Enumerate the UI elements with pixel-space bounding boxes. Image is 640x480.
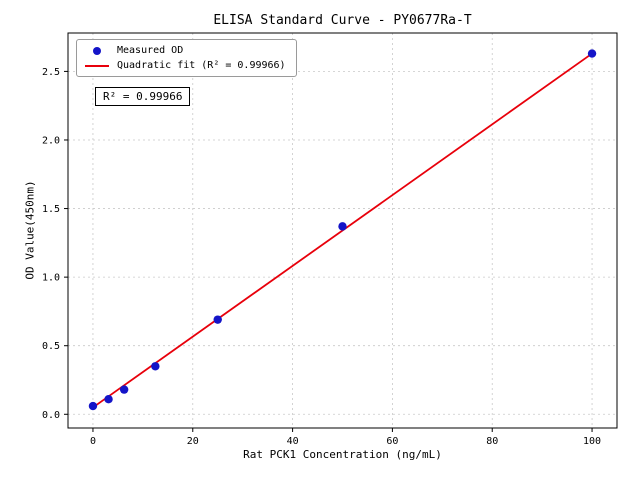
data-point: [104, 394, 113, 404]
data-point: [338, 222, 347, 231]
y-axis-label: OD Value(450nm): [23, 180, 37, 280]
data-point: [151, 362, 160, 371]
y-tick-label: 0.5: [42, 341, 60, 352]
data-point: [119, 385, 129, 394]
legend-label-quadratic-fit: Quadratic fit (R² = 0.99966): [117, 60, 286, 71]
y-tick-label: 2.0: [42, 135, 60, 146]
x-tick-label: 80: [486, 436, 498, 447]
legend: Measured OD Quadratic fit (R² = 0.99966): [76, 39, 297, 77]
x-tick-label: 100: [583, 436, 601, 447]
legend-item-measured-od: Measured OD: [85, 45, 286, 56]
x-tick-label: 20: [187, 436, 199, 447]
legend-marker-col: [85, 64, 109, 67]
x-tick-label: 0: [90, 436, 96, 447]
x-tick-label: 40: [287, 436, 299, 447]
line-marker-icon: [85, 64, 109, 67]
y-tick-label: 1.0: [42, 273, 60, 284]
chart-title: ELISA Standard Curve - PY0677Ra-T: [213, 13, 472, 28]
data-point: [587, 49, 597, 58]
r-squared-annotation: R² = 0.99966: [95, 87, 191, 106]
scatter-marker-icon: [93, 46, 101, 55]
y-tick-label: 1.5: [42, 204, 60, 215]
legend-label-measured-od: Measured OD: [117, 45, 184, 56]
data-point: [88, 401, 98, 411]
legend-item-quadratic-fit: Quadratic fit (R² = 0.99966): [85, 60, 286, 71]
legend-marker-col: [85, 46, 109, 55]
y-tick-label: 0.0: [42, 410, 60, 421]
x-tick-label: 60: [386, 436, 398, 447]
x-axis-label: Rat PCK1 Concentration (ng/mL): [243, 448, 442, 461]
data-point: [213, 315, 222, 324]
y-tick-label: 2.5: [42, 67, 60, 78]
axes-border: [67, 32, 618, 429]
